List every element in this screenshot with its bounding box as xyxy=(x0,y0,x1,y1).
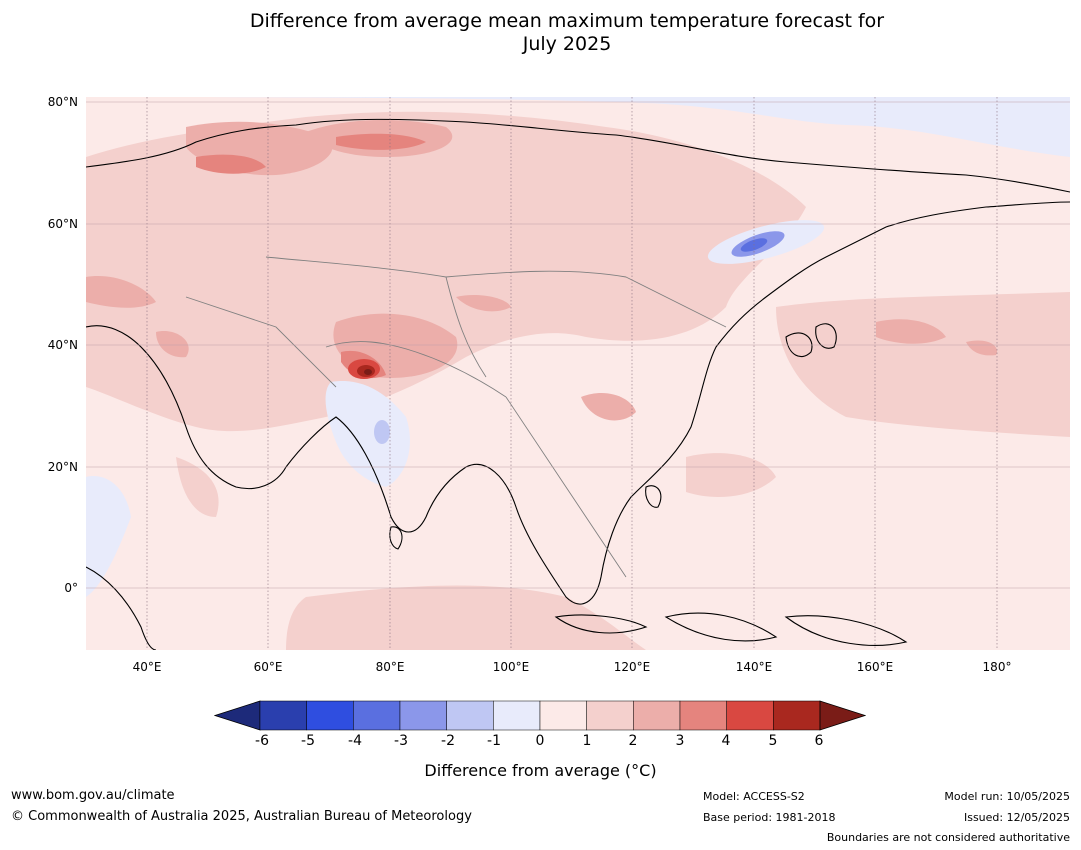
colorbar xyxy=(214,700,866,731)
colorbar-tick: -1 xyxy=(487,733,501,749)
lat-label-20n: 20°N xyxy=(47,460,78,474)
lat-label-0: 0° xyxy=(64,581,78,595)
lon-label-140e: 140°E xyxy=(735,660,773,674)
lon-label-160e: 160°E xyxy=(856,660,894,674)
cool-region-india xyxy=(325,381,410,487)
warm-patch-pacific xyxy=(876,319,946,344)
parallels xyxy=(86,101,1070,589)
lon-label-40e: 40°E xyxy=(132,660,162,674)
title-line-2: July 2025 xyxy=(522,33,612,55)
issued-text: Issued: 12/05/2025 xyxy=(963,811,1070,824)
warm-patch-pacific-east xyxy=(966,340,997,356)
model-text: Model: ACCESS-S2 xyxy=(703,790,805,803)
colorbar-tick: 0 xyxy=(535,733,545,749)
colorbar-label: Difference from average (°C) xyxy=(424,761,657,780)
hot-peak-karakoram xyxy=(364,369,372,375)
base-period-text: Base period: 1981-2018 xyxy=(703,811,836,824)
warm-patch-east-china xyxy=(581,392,636,421)
warm-region-north-pacific xyxy=(776,292,1070,437)
colorbar-segment xyxy=(633,700,681,731)
colorbar-tick: 3 xyxy=(675,733,685,749)
colorbar-tick: -3 xyxy=(394,733,408,749)
country-borders xyxy=(185,256,727,578)
disclaimer-text: Boundaries are not considered authoritat… xyxy=(826,831,1070,844)
colorbar-segment xyxy=(259,700,307,731)
cool-core-india xyxy=(374,420,390,444)
warm-region-arabia xyxy=(176,457,219,517)
lon-label-100e: 100°E xyxy=(492,660,530,674)
colorbar-tick: 1 xyxy=(582,733,592,749)
warm-region-indian-ocean xyxy=(286,585,646,650)
lat-label-80n: 80°N xyxy=(47,95,78,109)
colorbar-segment xyxy=(539,700,587,731)
hot-patch-scandinavia xyxy=(196,154,266,174)
website-link[interactable]: www.bom.gov.au/climate xyxy=(11,788,175,803)
colorbar-tick: -5 xyxy=(301,733,315,749)
warm-patch-black-sea xyxy=(86,276,156,308)
map-svg xyxy=(85,97,1071,651)
colorbar-tick: 2 xyxy=(628,733,638,749)
lon-label-80e: 80°E xyxy=(375,660,405,674)
model-run-text: Model run: 10/05/2025 xyxy=(944,790,1070,803)
colorbar-tick: 4 xyxy=(721,733,731,749)
colorbar-tick: 6 xyxy=(814,733,824,749)
cool-region-east-africa xyxy=(86,476,131,597)
colorbar-segment xyxy=(726,700,774,731)
colorbar-segment xyxy=(493,700,541,731)
lon-label-120e: 120°E xyxy=(613,660,651,674)
warm-patch-turkey xyxy=(156,331,189,358)
hot-patch-north-russia xyxy=(336,133,426,150)
colorbar-tick: -4 xyxy=(348,733,362,749)
colorbar-segment xyxy=(586,700,634,731)
title-line-1: Difference from average mean maximum tem… xyxy=(249,10,885,32)
colorbar-segment xyxy=(306,700,354,731)
meridians xyxy=(146,97,998,650)
colorbar-tick: -2 xyxy=(441,733,455,749)
lon-label-180: 180° xyxy=(982,660,1012,674)
lat-label-40n: 40°N xyxy=(47,338,78,352)
warm-patch-mongolia xyxy=(456,295,511,312)
warm-region-philippine-sea xyxy=(686,453,776,497)
lat-label-60n: 60°N xyxy=(47,217,78,231)
temperature-anomaly-map xyxy=(85,97,1071,651)
copyright-text: © Commonwealth of Australia 2025, Austra… xyxy=(11,809,472,824)
arctic-cool-region xyxy=(86,97,1070,157)
colorbar-tick: -6 xyxy=(255,733,269,749)
coastlines xyxy=(85,118,1071,651)
colorbar-segment xyxy=(353,700,401,731)
colorbar-extend-low xyxy=(214,700,261,731)
colorbar-segment xyxy=(679,700,727,731)
colorbar-segment xyxy=(773,700,821,731)
colorbar-segment xyxy=(399,700,447,731)
colorbar-tick: 5 xyxy=(768,733,778,749)
lon-label-60e: 60°E xyxy=(253,660,283,674)
colorbar-segment xyxy=(446,700,494,731)
map-title: Difference from average mean maximum tem… xyxy=(0,10,1081,56)
warm-region-eurasia xyxy=(86,111,806,432)
colorbar-extend-high xyxy=(819,700,866,731)
